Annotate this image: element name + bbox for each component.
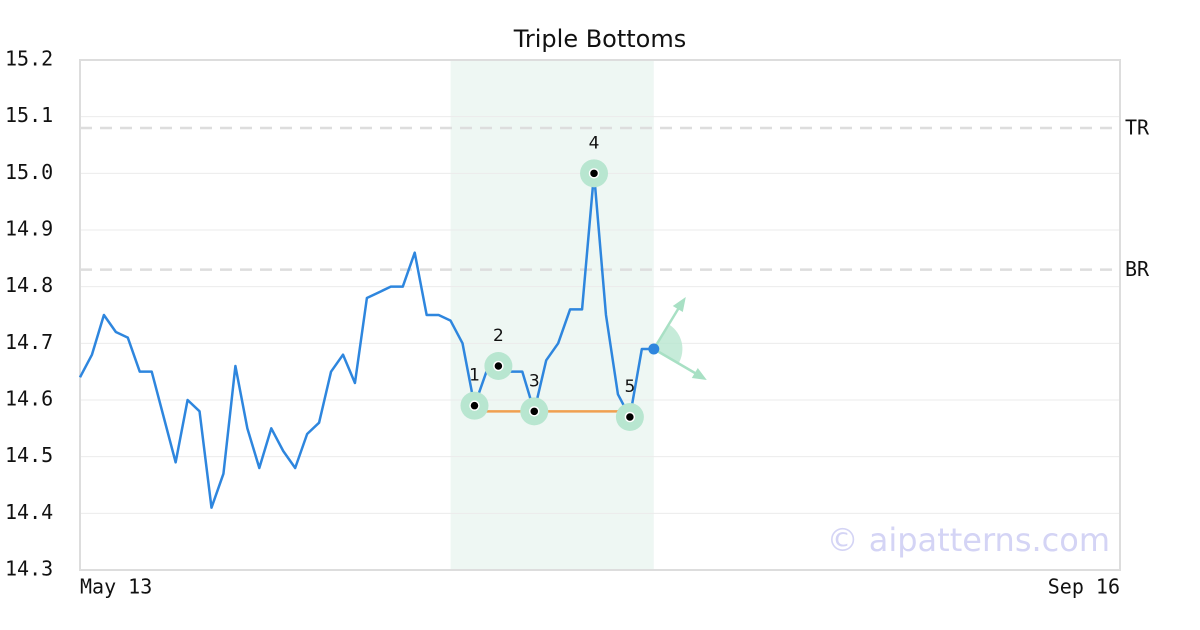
y-tick-label: 14.3 — [5, 557, 53, 581]
direction-arrow — [653, 347, 703, 379]
direction-wedge — [653, 325, 683, 363]
y-tick-label: 14.7 — [5, 330, 53, 354]
level-label: TR — [1125, 116, 1150, 140]
direction-arrow — [652, 302, 683, 350]
y-tick-label: 15.2 — [5, 47, 53, 71]
pattern-dot — [624, 411, 636, 423]
chart-title: Triple Bottoms — [513, 25, 687, 53]
y-tick-label: 14.9 — [5, 217, 53, 241]
pattern-label: 3 — [529, 371, 540, 391]
arrow-head — [672, 297, 686, 312]
y-tick-label: 14.5 — [5, 443, 53, 467]
y-tick-label: 14.4 — [5, 500, 53, 524]
y-tick-label: 14.8 — [5, 273, 53, 297]
level-label: BR — [1125, 257, 1150, 281]
watermark: © aipatterns.com — [827, 521, 1110, 559]
y-tick-label: 15.0 — [5, 160, 53, 184]
price-line — [78, 172, 654, 509]
last-point — [648, 343, 660, 355]
pattern-label: 4 — [589, 133, 600, 153]
pattern-dot — [493, 360, 504, 372]
x-tick-label: Sep 16 — [1048, 575, 1120, 599]
pattern-label: 2 — [493, 326, 504, 346]
pattern-dot — [469, 400, 480, 411]
y-tick-label: 15.1 — [5, 103, 53, 127]
y-tick-label: 14.6 — [5, 387, 53, 411]
arrow-head — [691, 368, 707, 380]
plot-border — [79, 59, 1121, 571]
pattern-label: 5 — [624, 377, 635, 397]
x-tick-label: May 13 — [80, 575, 152, 599]
pattern-dot — [588, 168, 600, 179]
pattern-zone — [450, 60, 654, 570]
pattern-label: 1 — [469, 366, 480, 386]
pattern-dot — [529, 406, 540, 417]
